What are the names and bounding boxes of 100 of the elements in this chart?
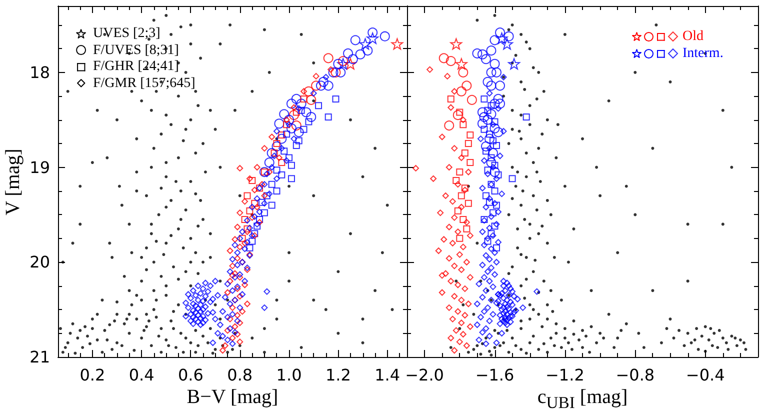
point xyxy=(465,300,472,308)
point xyxy=(330,67,341,78)
point xyxy=(486,67,496,78)
point xyxy=(288,162,295,169)
x-tick-label: −0.8 xyxy=(616,366,655,384)
point xyxy=(232,236,238,243)
point xyxy=(446,304,452,311)
point xyxy=(452,327,460,334)
point xyxy=(435,248,442,254)
point xyxy=(442,270,449,277)
point xyxy=(263,192,270,200)
point xyxy=(456,251,463,258)
point xyxy=(266,168,273,176)
point xyxy=(268,134,276,140)
point xyxy=(219,347,226,354)
point xyxy=(451,347,458,354)
point xyxy=(449,316,456,322)
point xyxy=(493,244,500,252)
point xyxy=(292,108,300,116)
point xyxy=(311,80,322,91)
point xyxy=(248,238,256,245)
point xyxy=(451,88,458,95)
point xyxy=(463,219,470,226)
point xyxy=(229,262,236,270)
point xyxy=(291,94,302,104)
point xyxy=(452,110,463,120)
y-tick-label: 20 xyxy=(30,252,50,272)
x-tick-label: 0.4 xyxy=(128,366,154,384)
point xyxy=(491,162,498,169)
point xyxy=(276,134,287,144)
x-tick-label: −0.4 xyxy=(686,366,725,384)
point xyxy=(296,98,306,109)
point xyxy=(490,123,500,134)
point xyxy=(280,148,288,155)
point xyxy=(451,214,458,221)
point xyxy=(234,330,241,338)
point xyxy=(234,312,241,319)
point xyxy=(448,104,454,111)
point xyxy=(260,209,268,216)
point xyxy=(294,127,304,138)
point xyxy=(460,121,467,128)
point xyxy=(482,192,490,200)
y-tick-label: 21 xyxy=(30,348,50,366)
point xyxy=(501,38,514,50)
point xyxy=(462,80,472,91)
point xyxy=(451,145,458,152)
point xyxy=(484,238,492,245)
point xyxy=(236,293,244,300)
point xyxy=(430,175,437,182)
point xyxy=(480,126,488,133)
point xyxy=(380,31,390,42)
point xyxy=(273,187,280,194)
point xyxy=(454,181,462,188)
point xyxy=(477,118,488,129)
point xyxy=(350,35,360,46)
point xyxy=(452,177,460,184)
point xyxy=(222,342,228,349)
point xyxy=(316,80,326,91)
point xyxy=(488,230,495,238)
point xyxy=(454,228,462,236)
point xyxy=(458,154,465,162)
x-tick-label: 1.0 xyxy=(276,366,302,384)
point xyxy=(300,88,308,95)
point xyxy=(472,48,482,58)
point xyxy=(244,228,250,236)
point xyxy=(258,181,266,188)
point xyxy=(229,304,236,311)
point xyxy=(276,154,282,162)
point xyxy=(482,148,490,155)
point xyxy=(480,54,491,64)
point xyxy=(482,76,493,87)
point xyxy=(493,142,500,149)
point xyxy=(234,224,241,230)
point xyxy=(291,120,302,131)
point xyxy=(460,244,466,250)
point xyxy=(480,216,488,223)
point xyxy=(368,28,378,38)
point xyxy=(315,102,322,110)
point xyxy=(286,154,293,162)
point xyxy=(279,109,290,120)
point xyxy=(465,168,472,176)
point xyxy=(242,198,248,205)
point xyxy=(488,154,495,162)
annotation: F/UVES [8;31] xyxy=(93,42,179,60)
point xyxy=(493,202,500,209)
point xyxy=(463,258,470,266)
point xyxy=(456,108,464,116)
point xyxy=(466,274,474,281)
point xyxy=(484,134,494,144)
point xyxy=(238,234,246,242)
legend-label: Interm. xyxy=(682,46,724,61)
point xyxy=(246,244,254,252)
point xyxy=(292,142,300,149)
point xyxy=(268,202,276,209)
point xyxy=(332,95,340,102)
point xyxy=(306,94,316,105)
point xyxy=(273,140,280,148)
point xyxy=(283,130,290,138)
point xyxy=(488,102,495,110)
point xyxy=(477,49,488,60)
